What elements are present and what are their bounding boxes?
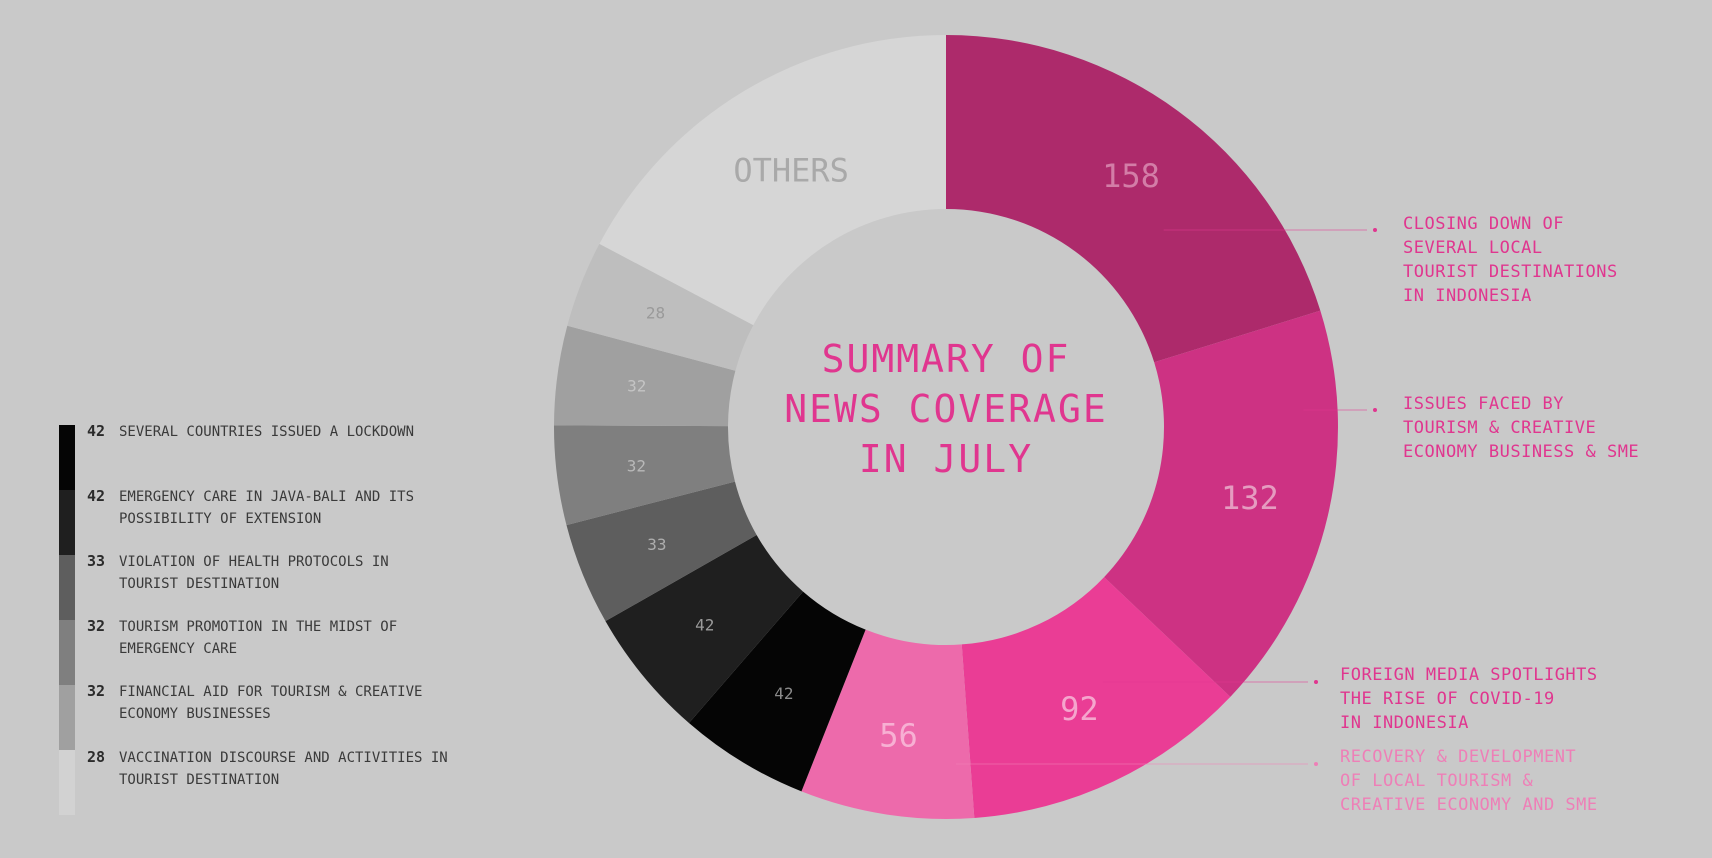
slice-label-5: 42 [695,615,714,634]
slice-label-3: 56 [879,717,918,755]
legend-label-0-line-0: SEVERAL COUNTRIES ISSUED A LOCKDOWN [119,424,414,440]
chart-title-line-2: IN JULY [859,437,1033,481]
slice-label-10: OTHERS [733,151,849,189]
legend-swatch-1 [59,490,75,555]
legend-label-2-line-0: VIOLATION OF HEALTH PROTOCOLS IN [119,554,389,570]
legend-label-4-line-0: FINANCIAL AID FOR TOURISM & CREATIVE [119,684,422,700]
callout-3-line-1: OF LOCAL TOURISM & [1340,771,1533,791]
legend-value-5: 28 [87,748,105,766]
callout-1-line-0: ISSUES FACED BY [1403,394,1564,414]
legend-swatch-2 [59,555,75,620]
legend-value-0: 42 [87,422,105,440]
callout-2-line-0: FOREIGN MEDIA SPOTLIGHTS [1340,665,1598,685]
callout-0-line-1: SEVERAL LOCAL [1403,238,1543,258]
legend-value-2: 33 [87,552,105,570]
slice-label-0: 158 [1102,157,1160,195]
callout-dot-0 [1373,228,1377,232]
donut-slice-2 [961,577,1231,818]
callout-2-line-2: IN INDONESIA [1340,713,1469,733]
legend-value-3: 32 [87,617,105,635]
legend-label-2-line-1: TOURIST DESTINATION [119,576,279,592]
slice-label-6: 33 [647,535,666,554]
callout-2-line-1: THE RISE OF COVID-19 [1340,689,1555,709]
donut-slice-4 [688,591,866,792]
callout-1-line-1: TOURISM & CREATIVE [1403,418,1596,438]
slice-label-9: 28 [646,304,665,323]
donut-slice-6 [566,481,757,622]
legend-value-4: 32 [87,682,105,700]
callout-dot-2 [1314,680,1318,684]
chart-title: SUMMARY OF NEWS COVERAGE IN JULY [784,337,1107,481]
legend-label-3-line-1: EMERGENCY CARE [119,641,237,657]
donut-slice-8 [554,325,736,427]
callout-dot-3 [1314,762,1318,766]
donut-slice-5 [605,534,804,723]
callout-3-line-0: RECOVERY & DEVELOPMENT [1340,747,1576,767]
donut-slice-10 [599,35,946,326]
legend-label-1-line-1: POSSIBILITY OF EXTENSION [119,511,321,527]
legend-label-5-line-1: TOURIST DESTINATION [119,772,279,788]
slice-label-8: 32 [627,376,646,395]
callout-dot-1 [1373,408,1377,412]
legend-label-3-line-0: TOURISM PROMOTION IN THE MIDST OF [119,619,397,635]
slice-label-4: 42 [774,684,793,703]
callout-3-line-2: CREATIVE ECONOMY AND SME [1340,795,1598,815]
callout-0-line-3: IN INDONESIA [1403,286,1532,306]
donut-slice-3 [801,629,975,819]
donut-slice-7 [554,425,735,526]
donut-slice-labels: 158 132 92 56 42 42 33 32 32 28 OTHERS [627,151,1279,754]
callouts: CLOSING DOWN OF SEVERAL LOCAL TOURIST DEST… [956,214,1639,815]
legend-label-4-line-1: ECONOMY BUSINESSES [119,706,271,722]
slice-label-7: 32 [627,456,646,475]
donut-slice-1 [1104,310,1338,697]
legend-label-5-line-0: VACCINATION DISCOURSE AND ACTIVITIES IN [119,750,448,766]
donut-slice-9 [567,243,754,371]
legend: 42 SEVERAL COUNTRIES ISSUED A LOCKDOWN 42 E… [59,422,448,815]
legend-swatch-0 [59,425,75,490]
legend-swatch-4 [59,685,75,750]
slice-label-1: 132 [1221,479,1279,517]
donut-slices [554,35,1338,819]
legend-value-1: 42 [87,487,105,505]
slice-label-2: 92 [1060,690,1099,728]
chart-title-line-1: NEWS COVERAGE [784,387,1107,431]
callout-0-line-2: TOURIST DESTINATIONS [1403,262,1618,282]
callout-1-line-2: ECONOMY BUSINESS & SME [1403,442,1639,462]
legend-swatch-5 [59,750,75,815]
callout-0-line-0: CLOSING DOWN OF [1403,214,1564,234]
legend-label-1-line-0: EMERGENCY CARE IN JAVA-BALI AND ITS [119,489,414,505]
legend-swatch-3 [59,620,75,685]
chart-title-line-0: SUMMARY OF [822,337,1071,381]
donut-slice-0 [946,35,1321,363]
